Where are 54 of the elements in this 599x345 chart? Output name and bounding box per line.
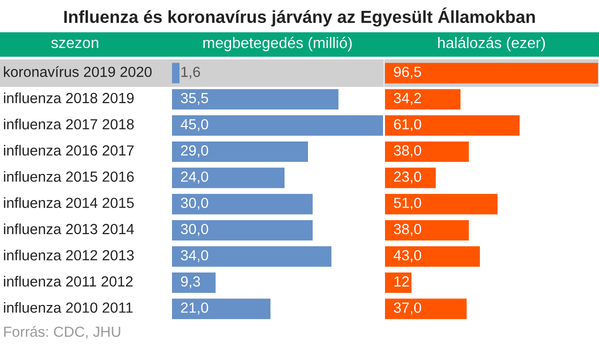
data-label: 43,0: [394, 250, 422, 262]
bar: [385, 194, 498, 214]
data-label: 35,5: [180, 92, 208, 105]
bar: [172, 246, 332, 267]
bar: [172, 298, 270, 320]
y-tick-label: influenza 2012 2013: [4, 250, 134, 260]
bar: [172, 220, 313, 241]
bar: [172, 168, 285, 188]
data-label: 12: [394, 276, 409, 286]
bar: [385, 89, 460, 110]
data-label: 61,0: [394, 119, 422, 132]
data-label: 51,0: [394, 198, 422, 210]
text: Forrás: CDC, JHU: [4, 326, 120, 339]
y-tick-label: influenza 2011 2012: [4, 276, 133, 287]
data-label: 34,2: [394, 92, 421, 105]
bar: [385, 115, 520, 136]
bar: [172, 272, 216, 293]
y-tick-label: influenza 2013 2014: [4, 224, 134, 234]
data-label: 30,0: [180, 198, 208, 210]
data-label: 24,0: [181, 171, 208, 184]
y-tick-label: influenza 2018 2019: [4, 92, 134, 104]
data-label: 9,3: [181, 276, 200, 288]
data-label: 96,5: [394, 66, 422, 79]
data-label: 21,0: [181, 302, 208, 315]
bar: [172, 115, 383, 136]
bar: [385, 272, 412, 293]
x-axis-title: halálozás (ezer): [438, 36, 545, 52]
bar: [172, 62, 180, 84]
data-label: 30,0: [180, 224, 208, 236]
data-label: 38,0: [394, 224, 422, 236]
data-label: 1,6: [181, 66, 200, 79]
bar: [172, 89, 338, 110]
bar: [385, 168, 436, 188]
data-label: 23,0: [394, 171, 422, 184]
y-tick-label: influenza 2014 2015: [4, 197, 134, 208]
bar: [172, 194, 313, 214]
bar: [172, 141, 308, 162]
data-label: 38,0: [394, 145, 422, 158]
bar: [385, 220, 469, 241]
bar: [385, 298, 467, 320]
data-label: 37,0: [394, 302, 422, 315]
bar: [385, 246, 480, 267]
y-tick-label: influenza 2017 2018: [4, 118, 134, 130]
y-tick-label: influenza 2015 2016: [4, 171, 134, 182]
data-label: 29,0: [181, 145, 208, 158]
y-axis-title: szezon: [51, 40, 98, 48]
y-tick-label: influenza 2016 2017: [4, 144, 134, 156]
bar: [385, 141, 469, 162]
x-axis-title: megbetegedés (millió): [203, 36, 352, 52]
data-label: 34,0: [180, 250, 208, 262]
data-label: 45,0: [180, 119, 208, 132]
y-tick-label: koronavírus 2019 2020: [4, 66, 152, 78]
y-tick-label: influenza 2010 2011: [4, 302, 133, 313]
chart-title: Influenza és koronavírus járvány az Egyesült Államokban: [64, 7, 535, 27]
